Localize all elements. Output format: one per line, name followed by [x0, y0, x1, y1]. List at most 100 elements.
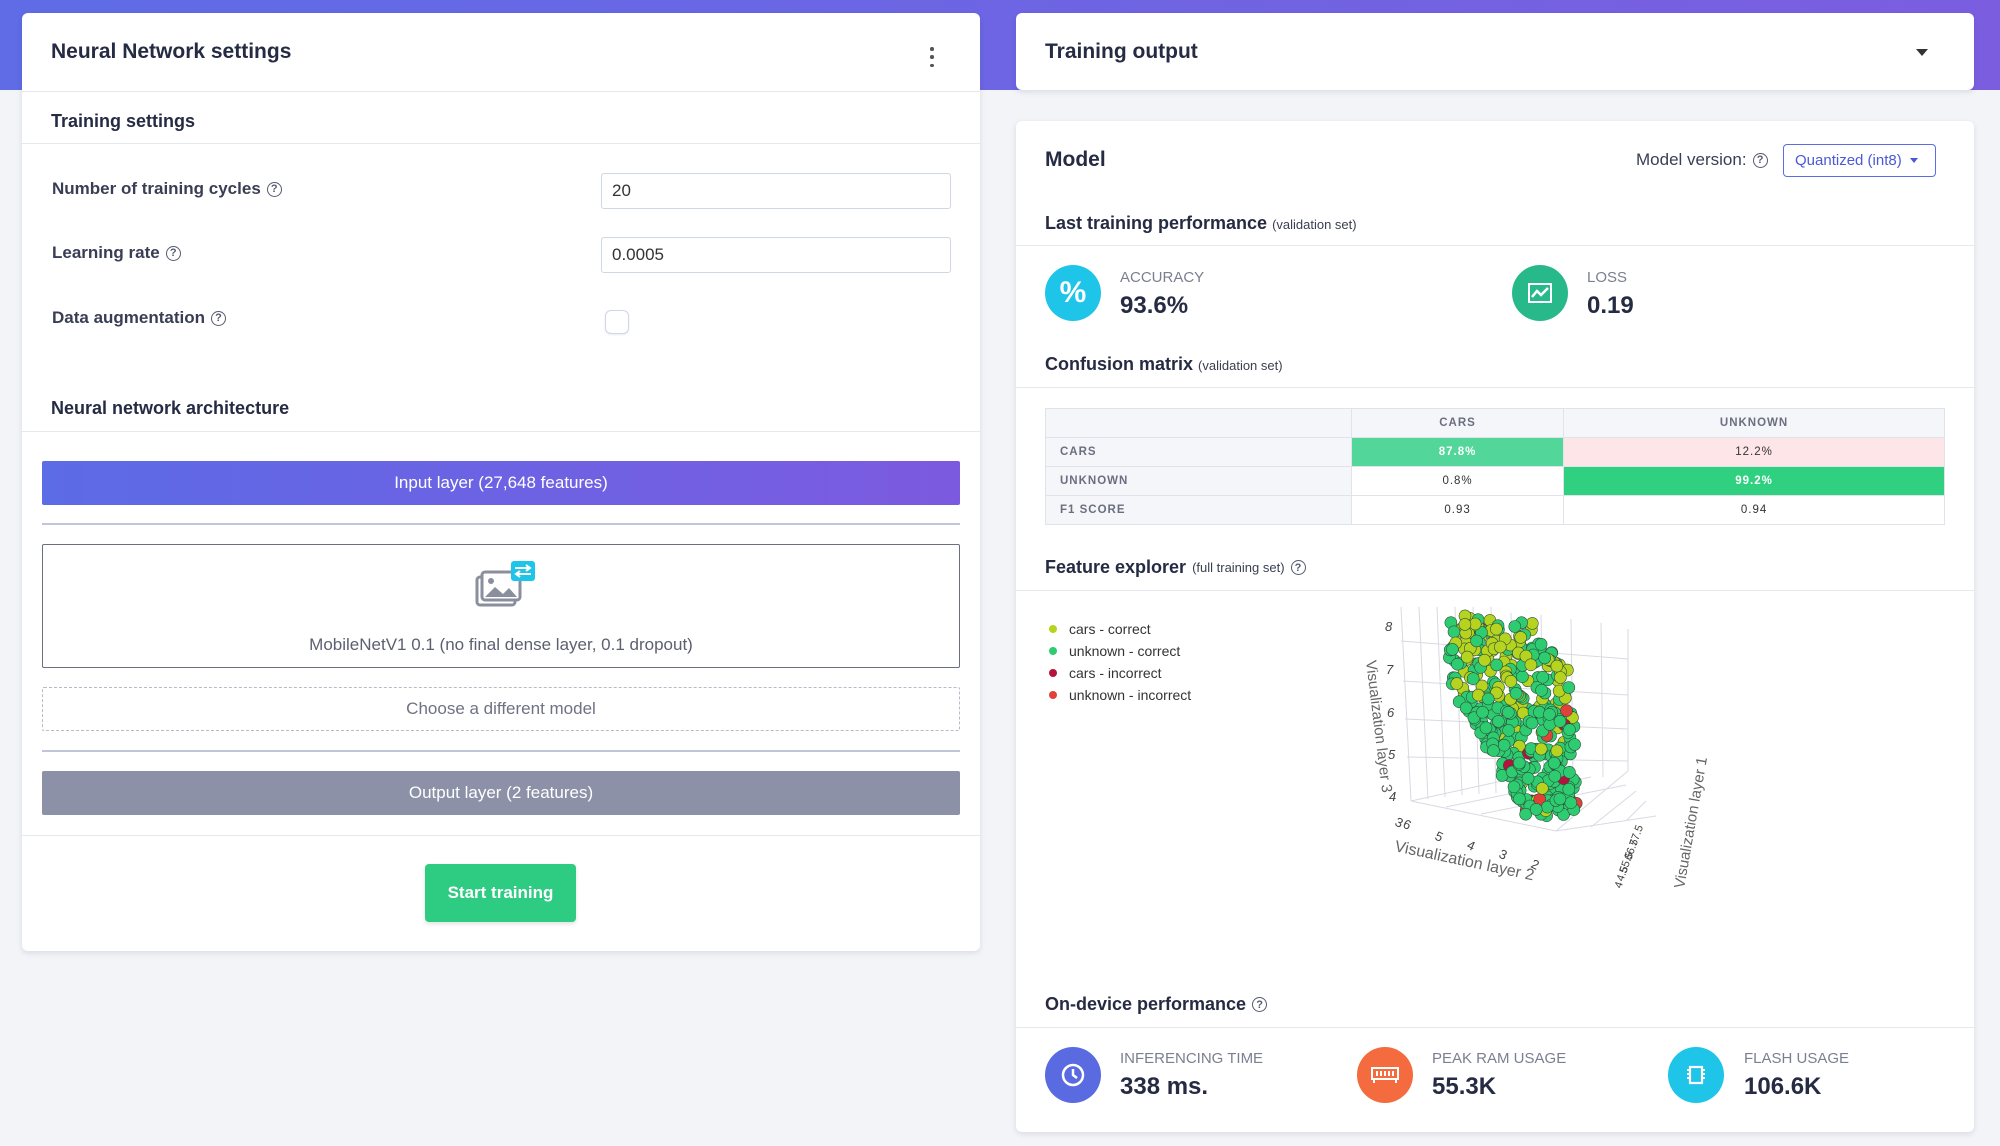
choose-model-label: Choose a different model — [406, 699, 596, 718]
caret-down-icon[interactable] — [1916, 49, 1928, 56]
help-icon[interactable]: ? — [211, 310, 227, 326]
choose-different-model-button[interactable]: Choose a different model — [42, 687, 960, 731]
x-tick: 5 — [1618, 865, 1631, 875]
model-version-text: Model version: — [1636, 150, 1747, 169]
model-title: Model — [1045, 148, 1106, 171]
start-training-button[interactable]: Start training — [425, 864, 576, 922]
feature-explorer-heading: Feature explorer (full training set) ? — [1045, 557, 1306, 578]
scatter-point — [1494, 640, 1507, 654]
architecture-heading: Neural network architecture — [51, 398, 290, 418]
ram-label: PEAK RAM USAGE — [1432, 1050, 1567, 1067]
legend-label: unknown - correct — [1069, 643, 1181, 659]
x-tick: 4 — [1613, 880, 1626, 890]
z-tick: 4 — [1389, 789, 1396, 804]
divider — [1016, 1027, 1974, 1028]
help-icon[interactable]: ? — [1290, 560, 1306, 575]
model-version-value: Quantized (int8) — [1795, 152, 1902, 169]
empty-header-cell — [1045, 408, 1352, 438]
training-cycles-text: Number of training cycles — [52, 179, 261, 198]
y-tick: 4 — [1465, 837, 1478, 854]
model-block[interactable]: MobileNetV1 0.1 (no final dense layer, 0… — [42, 544, 960, 668]
scatter-point — [1519, 807, 1532, 821]
legend-label: cars - incorrect — [1069, 665, 1162, 681]
scatter-point — [1564, 796, 1578, 809]
legend-item[interactable]: cars - incorrect — [1049, 662, 1191, 684]
accuracy-stat: ACCURACY 93.6% — [1120, 269, 1204, 320]
z-axis-ticks: 8 7 6 5 4 — [1385, 619, 1396, 804]
scatter-point — [1516, 670, 1529, 683]
flash-label: FLASH USAGE — [1744, 1050, 1850, 1067]
scatter-point — [1460, 650, 1474, 664]
scatter-point — [1534, 742, 1548, 756]
learning-rate-label: Learning rate ? — [52, 243, 181, 263]
help-icon[interactable]: ? — [165, 245, 181, 261]
scatter-point — [1507, 780, 1521, 794]
flash-value: 106.6K — [1744, 1073, 1822, 1100]
confusion-matrix-table: CARS UNKNOWN CARS 87.8% 12.2% UNKNOWN 0.… — [1045, 408, 1945, 525]
scatter-point — [1562, 681, 1576, 694]
scatter-point — [1563, 723, 1576, 736]
matrix-cell: 87.8% — [1350, 437, 1565, 467]
scatter-point — [1563, 766, 1576, 779]
help-icon[interactable]: ? — [266, 181, 282, 197]
legend-item[interactable]: unknown - incorrect — [1049, 684, 1191, 706]
more-options-icon[interactable] — [928, 47, 936, 67]
data-augmentation-checkbox[interactable] — [605, 310, 629, 334]
scatter-point — [1502, 724, 1515, 737]
scatter-point — [1562, 782, 1576, 796]
data-augmentation-text: Data augmentation — [52, 308, 206, 327]
scatter-point — [1479, 721, 1493, 735]
accuracy-label: ACCURACY — [1120, 269, 1205, 286]
divider — [22, 143, 980, 144]
x-tick: 7 — [1628, 838, 1641, 848]
scatter-point — [1536, 670, 1549, 684]
last-performance-text: Last training performance — [1045, 213, 1268, 233]
start-training-label: Start training — [447, 883, 554, 902]
help-icon[interactable]: ? — [1252, 997, 1268, 1012]
training-output-card[interactable]: Training output — [1016, 13, 1974, 90]
caret-down-icon — [1909, 158, 1918, 163]
scatter-point — [1458, 618, 1472, 631]
row-header: F1 SCORE — [1045, 495, 1352, 525]
scatter-point — [1550, 659, 1564, 673]
model-name: MobileNetV1 0.1 (no final dense layer, 0… — [309, 635, 693, 654]
help-icon[interactable]: ? — [1752, 152, 1768, 168]
column-header: CARS — [1350, 408, 1565, 438]
ram-stat: PEAK RAM USAGE 55.3K — [1432, 1050, 1566, 1101]
training-cycles-input[interactable] — [601, 173, 951, 209]
learning-rate-input[interactable] — [601, 237, 951, 273]
loss-chart-icon — [1512, 265, 1568, 321]
flash-stat: FLASH USAGE 106.6K — [1744, 1050, 1849, 1101]
scatter-point — [1548, 769, 1562, 783]
output-layer-label: Output layer (2 features) — [408, 783, 594, 802]
model-version-label: Model version: ? — [1636, 150, 1768, 170]
legend-item[interactable]: unknown - correct — [1049, 640, 1191, 662]
scatter-point — [1490, 658, 1503, 672]
divider — [1016, 590, 1974, 591]
scatter-point — [1550, 744, 1564, 758]
scatter-point — [1547, 756, 1561, 770]
image-transfer-icon — [473, 559, 537, 609]
on-device-performance-text: On-device performance — [1045, 994, 1247, 1014]
scatter-point — [1534, 637, 1548, 651]
card-title: Neural Network settings — [51, 40, 292, 63]
accuracy-icon: % — [1045, 265, 1101, 321]
scatter-point — [1524, 658, 1538, 672]
scatter-point — [1525, 716, 1539, 730]
layer-connector — [42, 523, 960, 525]
feature-explorer-3d-plot[interactable]: 8 7 6 5 4 Visualization layer 3 3 6 5 4 … — [1316, 601, 1756, 891]
y-tick: 5 — [1433, 828, 1446, 845]
row-header: UNKNOWN — [1045, 466, 1352, 496]
loss-stat: LOSS 0.19 — [1587, 269, 1634, 320]
scatter-point — [1535, 684, 1548, 697]
scatter-point — [1529, 803, 1543, 816]
legend-item[interactable]: cars - correct — [1049, 618, 1191, 640]
model-version-select[interactable]: Quantized (int8) — [1783, 144, 1936, 177]
scatter-point — [1554, 671, 1567, 684]
scatter-point — [1451, 657, 1464, 671]
scatter-points — [1443, 609, 1583, 822]
output-layer-bar: Output layer (2 features) — [42, 771, 960, 815]
matrix-cell: 99.2% — [1563, 466, 1945, 496]
confusion-matrix-text: Confusion matrix — [1045, 354, 1194, 374]
inferencing-label: INFERENCING TIME — [1120, 1050, 1264, 1067]
